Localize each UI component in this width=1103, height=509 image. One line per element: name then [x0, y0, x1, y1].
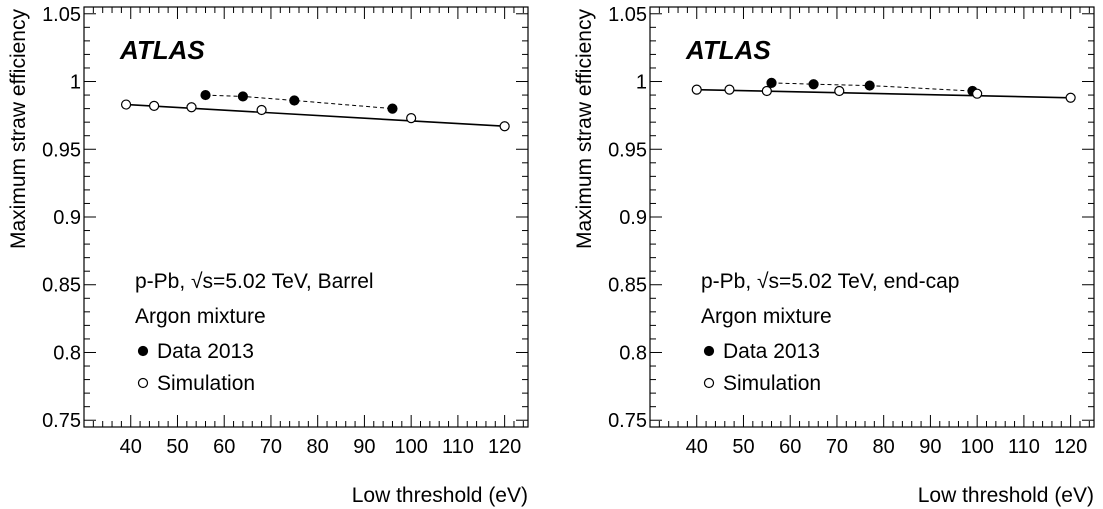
y-tick-label: 0.85 — [42, 275, 81, 297]
x-axis-title: Low threshold (eV) — [352, 484, 528, 507]
x-tick-label: 40 — [120, 436, 142, 458]
simulation-point — [834, 85, 845, 97]
chart-panel-2: 40 50 60 70 80 90 100 110 120 0.75 0.8 0.85 0.9 0.95 1… — [573, 4, 1095, 507]
x-tick-label: 70 — [260, 436, 282, 458]
simulation-point — [406, 112, 417, 124]
legend-marker-simulation — [703, 377, 715, 389]
data-series-line — [205, 94, 393, 110]
gas-annotation: Argon mixture — [701, 305, 832, 328]
plot-frame — [83, 6, 529, 428]
y-tick-label: 0.8 — [619, 342, 647, 364]
x-axis-title: Low threshold (eV) — [918, 484, 1094, 507]
data-point — [766, 77, 777, 88]
legend-label-data: Data 2013 — [157, 340, 254, 363]
legend-label-simulation: Simulation — [723, 372, 821, 395]
y-tick-label: 0.9 — [53, 207, 81, 229]
x-tick-label: 120 — [488, 436, 521, 458]
y-tick-label: 1.05 — [42, 4, 81, 26]
data-point — [808, 79, 819, 90]
data-point — [289, 95, 300, 106]
dataset-annotation: p-Pb, √s=5.02 TeV, end-cap — [701, 270, 959, 293]
x-tick-label: 100 — [960, 436, 993, 458]
simulation-point — [499, 121, 510, 132]
legend-label-simulation: Simulation — [157, 372, 255, 395]
simulation-point — [120, 99, 132, 110]
chart-panel-1: 40 50 60 70 80 90 100 110 120 0.75 0.8 0.85 0.9 0.95 1… — [7, 4, 529, 507]
simulation-point — [761, 85, 772, 97]
experiment-label: ATLAS — [119, 35, 205, 65]
data-point — [864, 80, 875, 91]
legend-label-data: Data 2013 — [723, 340, 820, 363]
experiment-label: ATLAS — [685, 35, 771, 65]
legend-marker-data — [703, 345, 715, 357]
simulation-point — [186, 102, 197, 113]
data-point — [387, 103, 398, 114]
y-tick-label: 0.8 — [53, 342, 81, 364]
dataset-annotation: p-Pb, √s=5.02 TeV, Barrel — [135, 270, 374, 293]
legend-marker-simulation — [137, 377, 149, 389]
y-tick-label: 1 — [70, 72, 81, 94]
y-tick-label: 0.9 — [619, 207, 647, 229]
data-point — [237, 91, 249, 102]
y-tick-label: 0.95 — [42, 139, 81, 161]
data-point — [200, 89, 211, 101]
x-tick-label: 40 — [686, 436, 708, 458]
x-tick-label: 90 — [353, 436, 375, 458]
data-series-line — [771, 82, 973, 92]
simulation-fit-line — [696, 88, 1071, 99]
x-tick-label: 110 — [442, 436, 474, 458]
x-tick-label: 120 — [1054, 436, 1087, 458]
x-tick-label: 80 — [873, 436, 895, 458]
x-tick-label: 100 — [394, 436, 427, 458]
y-tick-label: 1 — [636, 72, 647, 94]
legend-marker-data — [137, 345, 149, 357]
y-axis-title: Maximum straw efficiency — [7, 9, 30, 250]
y-tick-label: 0.75 — [42, 410, 81, 432]
plot-frame — [649, 6, 1095, 428]
x-tick-label: 60 — [779, 436, 801, 458]
x-tick-label: 50 — [732, 436, 754, 458]
x-tick-label: 70 — [826, 436, 848, 458]
y-tick-label: 0.75 — [608, 410, 647, 432]
y-tick-label: 1.05 — [608, 4, 647, 26]
y-tick-label: 0.85 — [608, 275, 647, 297]
simulation-point — [1065, 92, 1076, 103]
x-tick-label: 60 — [213, 436, 235, 458]
y-tick-label: 0.95 — [608, 139, 647, 161]
x-tick-label: 80 — [307, 436, 329, 458]
simulation-point — [256, 104, 267, 116]
simulation-fit-line — [126, 103, 505, 128]
simulation-point — [149, 100, 160, 112]
simulation-point — [724, 84, 735, 95]
y-axis-title: Maximum straw efficiency — [573, 9, 596, 250]
gas-annotation: Argon mixture — [135, 305, 266, 328]
x-tick-label: 90 — [919, 436, 941, 458]
x-tick-label: 110 — [1008, 436, 1040, 458]
simulation-point — [972, 88, 983, 99]
simulation-point — [691, 84, 702, 95]
x-tick-label: 50 — [166, 436, 188, 458]
